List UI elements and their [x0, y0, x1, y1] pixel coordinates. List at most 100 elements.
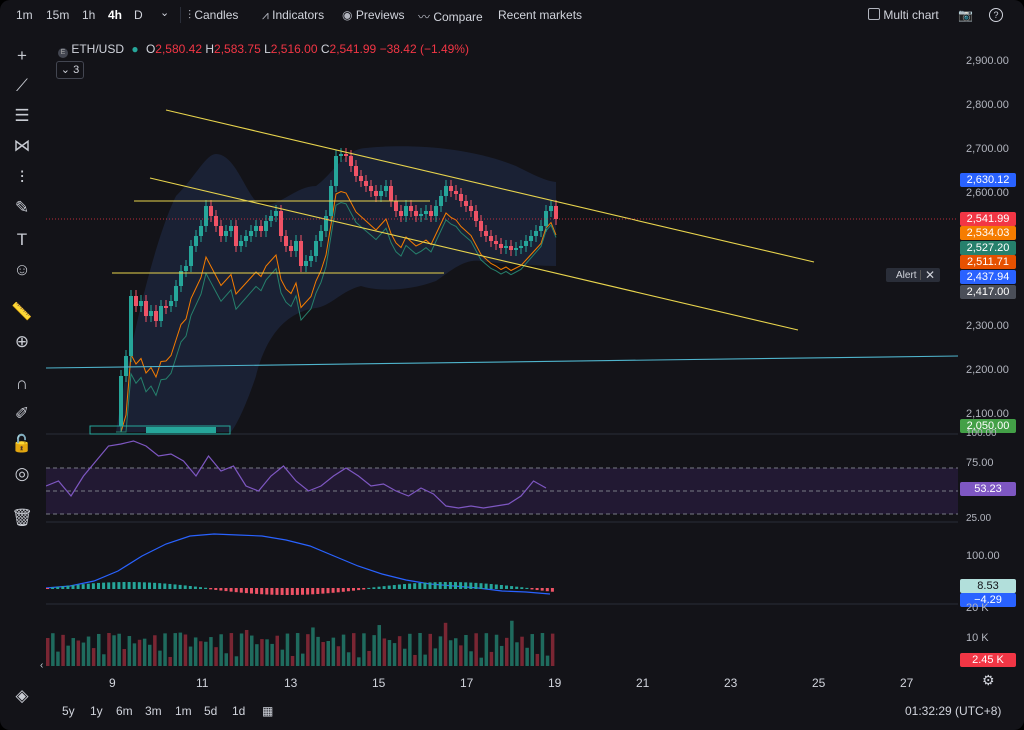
candle-body: [274, 211, 278, 216]
price-label: 2,700.00: [966, 143, 1009, 155]
smiley-icon[interactable]: ☺: [13, 260, 31, 279]
volume-bar: [204, 641, 208, 666]
horizontal-lines-icon[interactable]: ☰: [14, 106, 30, 125]
candle-body: [529, 236, 533, 241]
layers-icon[interactable]: ◈: [15, 686, 29, 705]
macd-histogram-bar: [250, 588, 253, 594]
close-icon[interactable]: ✕: [924, 268, 935, 282]
volume-bar: [346, 652, 351, 666]
candle-body: [544, 211, 548, 226]
macd-histogram-bar: [306, 588, 310, 595]
volume-bar: [392, 643, 397, 666]
range-5y[interactable]: 5y: [62, 704, 75, 718]
volume-bar: [397, 636, 402, 666]
low-value: 2,516.00: [270, 42, 318, 56]
range-5d[interactable]: 5d: [204, 704, 218, 718]
volume-bar: [285, 633, 290, 666]
unlock-icon[interactable]: 🔓: [11, 434, 33, 453]
candle-body: [399, 211, 403, 216]
candles-button[interactable]: ⫶ Candles: [188, 8, 238, 23]
candles-label: Candles: [194, 8, 239, 22]
close-value: 2,541.99: [329, 42, 377, 56]
rsi-label: 75.00: [966, 457, 994, 469]
bb-upper-tag: 2,630.12: [960, 173, 1016, 187]
range-1m[interactable]: 1m: [175, 704, 192, 718]
volume-bar: [275, 635, 279, 666]
timeframe-d[interactable]: D: [134, 8, 143, 22]
trend-line-icon[interactable]: ⟋: [16, 76, 28, 95]
candle-body: [524, 241, 528, 246]
calendar-icon[interactable]: ▦: [262, 704, 274, 718]
x-axis-label: 17: [460, 676, 474, 690]
alert-chip[interactable]: Alert ✕: [886, 268, 940, 282]
macd-histogram-bar: [239, 588, 243, 593]
macd-histogram-bar: [168, 583, 172, 589]
eth-icon: E: [58, 48, 68, 58]
macd-histogram-bar: [91, 583, 95, 589]
range-1d[interactable]: 1d: [232, 704, 246, 718]
volume-bar: [326, 640, 330, 666]
lock-drawing-icon[interactable]: ✐: [14, 404, 30, 423]
chevron-down-icon[interactable]: ⌄: [160, 7, 170, 19]
timeframe-15m[interactable]: 15m: [46, 8, 70, 22]
timeframe-1m[interactable]: 1m: [16, 8, 33, 22]
magnet-icon[interactable]: ∩: [15, 374, 29, 393]
drawing-toolbar: + ⟋ ☰ ⋈ ⫶ ✎ T ☺ 📏 ⊕ ∩ ✐ 🔓 ◎ 🗑 ◈: [0, 36, 44, 705]
macd-histogram-bar: [545, 588, 549, 592]
candle-body: [119, 376, 123, 426]
price-label: 2,800.00: [966, 99, 1009, 111]
help-icon[interactable]: ?: [989, 8, 1003, 22]
ruler-icon[interactable]: 📏: [11, 302, 33, 321]
volume-bar: [173, 633, 177, 666]
candle-body: [389, 186, 393, 201]
volume-bar: [265, 639, 269, 666]
camera-icon[interactable]: 📷: [958, 8, 973, 22]
volume-bar: [362, 633, 366, 666]
scroll-left-icon[interactable]: ‹: [40, 660, 44, 671]
collapse-indicators-button[interactable]: ⌄ 3: [56, 61, 84, 79]
range-6m[interactable]: 6m: [116, 704, 133, 718]
recent-markets-button[interactable]: Recent markets: [498, 8, 583, 22]
timeframe-4h[interactable]: 4h: [108, 8, 123, 22]
brush-icon[interactable]: ✎: [14, 198, 30, 217]
candle-body: [179, 271, 183, 286]
macd-histogram-bar: [265, 588, 269, 595]
candle-body: [249, 231, 253, 236]
chart-canvas[interactable]: [46, 36, 958, 668]
upper-trendline[interactable]: [165, 109, 815, 263]
timeframe-1h[interactable]: 1h: [82, 8, 96, 22]
volume-bar: [250, 635, 254, 666]
crosshair-icon[interactable]: +: [17, 46, 27, 65]
candle-body: [349, 156, 353, 166]
chart-area[interactable]: [46, 36, 958, 668]
macd-histogram-bar: [61, 586, 65, 589]
macd-histogram-bar: [357, 588, 361, 591]
indicators-button[interactable]: ⩘ Indicators: [262, 8, 324, 23]
compare-button[interactable]: 〰 Compare: [418, 8, 483, 25]
long-horizontal-line[interactable]: [46, 355, 958, 369]
volume-bar: [168, 656, 172, 666]
volume-bar: [112, 635, 116, 666]
fib-icon[interactable]: ⫶: [19, 168, 25, 187]
macd-histogram-bar: [244, 588, 248, 594]
previews-button[interactable]: ◉ Previews: [342, 8, 405, 22]
pattern-icon[interactable]: ⋈: [13, 136, 31, 155]
range-3m[interactable]: 3m: [145, 704, 162, 718]
visibility-icon[interactable]: ◎: [14, 464, 30, 483]
x-axis-label: 21: [636, 676, 650, 690]
candle-body: [164, 306, 168, 308]
macd-histogram-bar: [392, 585, 396, 589]
symbol-name[interactable]: ETH/USD: [71, 42, 125, 56]
price-axis[interactable]: 2,900.00 2,800.00 2,700.00 2,600.00 2,30…: [958, 36, 1020, 668]
range-1y[interactable]: 1y: [90, 704, 103, 718]
trash-icon[interactable]: 🗑: [11, 508, 33, 527]
lower-trendline[interactable]: [149, 177, 799, 331]
multi-chart-toggle[interactable]: Multi chart: [868, 8, 939, 22]
settings-gear-icon[interactable]: ⚙: [982, 672, 995, 688]
macd-histogram-bar: [163, 583, 167, 589]
candle-body: [454, 191, 458, 194]
text-icon[interactable]: T: [16, 230, 28, 249]
zoom-icon[interactable]: ⊕: [14, 332, 30, 351]
macd-histogram-bar: [489, 584, 493, 589]
volume-bar: [352, 633, 356, 666]
